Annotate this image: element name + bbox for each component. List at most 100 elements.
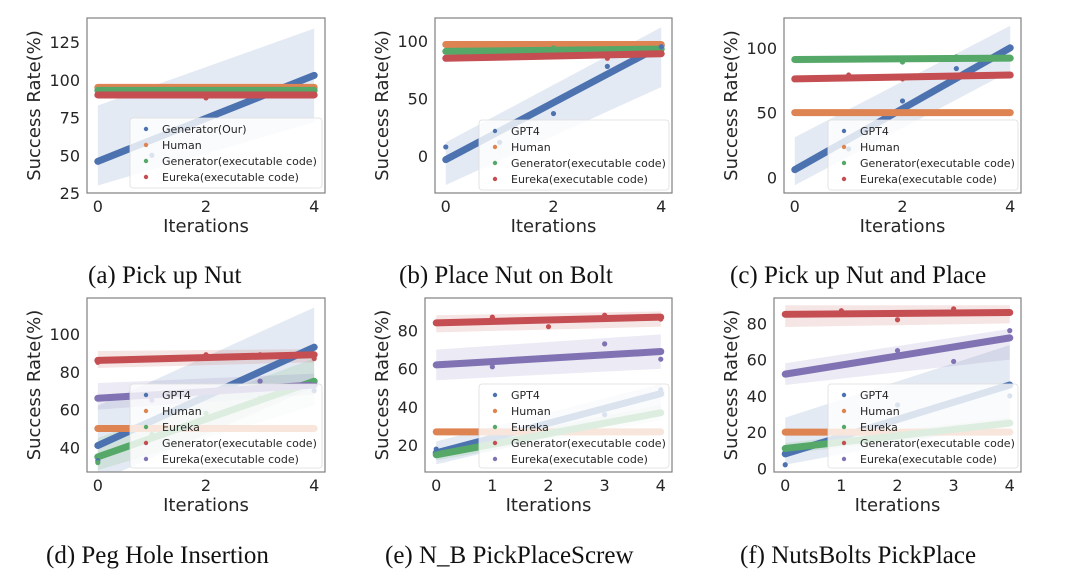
plot-frame (86, 17, 326, 194)
legend-label: Generator(Our) (162, 123, 247, 136)
legend-marker (841, 160, 847, 166)
legend-marker (841, 176, 847, 182)
legend-box (478, 383, 670, 469)
subplot-a: 0 2 4 25 50 75 100 125 Iterations Success Rate(%)… (0, 0, 355, 250)
x-tick-label: 4 (309, 476, 319, 495)
x-tick-label: 0 (431, 476, 441, 495)
legend-marker (143, 158, 149, 164)
y-tick-label: 60 (60, 401, 80, 420)
legend-label: GPT4 (511, 125, 540, 138)
legend-marker (143, 142, 149, 148)
caption-a: (a) Pick up Nut (88, 262, 242, 289)
legend-marker (841, 440, 847, 446)
data-point (443, 144, 449, 150)
legend-marker (492, 144, 498, 150)
legend-label: Eureka(executable code) (162, 171, 299, 184)
plot-frame (773, 297, 1022, 473)
data-point (95, 459, 101, 466)
x-tick-label: 2 (201, 476, 211, 495)
legend-label: GPT4 (511, 389, 540, 402)
fit-line-generator-executable-code- (94, 351, 318, 364)
fit-line-eureka-executable-code- (781, 334, 1014, 378)
fit-line-generator-executable-code- (432, 313, 665, 327)
data-point (604, 63, 610, 69)
legend-box (129, 383, 323, 469)
data-point (550, 110, 557, 117)
legend-marker (492, 408, 498, 414)
legend: Generator(Our) Human Generator(executable … (129, 117, 323, 189)
y-tick-label: 20 (747, 423, 767, 442)
y-tick-label: 40 (60, 438, 80, 457)
caption-c: (c) Pick up Nut and Place (730, 262, 987, 289)
legend-label: Generator(executable code) (860, 437, 1015, 450)
x-tick-label: 2 (548, 197, 558, 216)
y-tick-label: 80 (398, 322, 418, 341)
legend-marker (492, 392, 498, 398)
legend-marker (492, 424, 498, 430)
legend-marker (492, 176, 498, 182)
legend-label: Eureka(executable code) (860, 173, 997, 186)
y-tick-label: 100 (49, 325, 80, 344)
legend-marker (143, 408, 149, 414)
data-point (604, 55, 610, 61)
data-point (311, 378, 317, 384)
legend: GPT4 Human Eureka Generator(executable code… (129, 383, 323, 469)
y-tick-label: 100 (49, 71, 80, 90)
legend-label: Eureka(executable code) (162, 453, 299, 466)
legend-label: Generator(executable code) (511, 157, 666, 170)
y-tick-label: 75 (60, 109, 80, 128)
legend-label: Eureka (860, 421, 898, 434)
legend-label: Generator(executable code) (511, 437, 666, 450)
x-tick-label: 2 (892, 476, 902, 495)
legend-label: Human (511, 405, 551, 418)
legend: GPT4 Human Generator(executable code) Eurek… (478, 119, 670, 191)
x-tick-label: 4 (1005, 197, 1015, 216)
data-point (602, 341, 608, 347)
legend-label: Generator(executable code) (860, 157, 1015, 170)
x-tick-label: 1 (487, 476, 497, 495)
caption-e: (e) N_B PickPlaceScrew (385, 542, 634, 569)
legend-marker (841, 144, 847, 150)
caption-f: (f) NutsBolts PickPlace (740, 542, 977, 569)
y-tick-label: 60 (747, 351, 767, 370)
legend-label: Eureka(executable code) (511, 453, 648, 466)
x-axis-label: Iterations (511, 216, 597, 237)
y-tick-label: 100 (397, 32, 428, 51)
y-tick-label: 50 (60, 146, 80, 165)
data-point (658, 356, 664, 362)
legend-marker (841, 128, 847, 134)
legend-marker (143, 440, 149, 446)
plot-frame (86, 297, 326, 473)
x-tick-label: 3 (949, 476, 959, 495)
data-point (311, 355, 317, 362)
caption-d: (d) Peg Hole Insertion (46, 542, 269, 569)
subplot-b: 0 2 4 0 50 100 Iterations Success Rate(%) GPT4 Hu… (0, 0, 1065, 250)
y-axis-label: Success Rate(%) (372, 310, 393, 461)
chart-b: 0 2 4 0 50 100 Iterations Success Rate(%) GPT4 Hu… (372, 17, 673, 237)
x-tick-label: 4 (656, 197, 666, 216)
data-point (846, 72, 852, 78)
data-point (838, 308, 844, 314)
legend-label: Eureka(executable code) (511, 173, 648, 186)
data-point (257, 378, 263, 384)
data-point (899, 76, 906, 82)
data-point (545, 324, 552, 330)
x-tick-label: 0 (790, 197, 800, 216)
data-point (782, 462, 788, 468)
legend-label: GPT4 (860, 389, 889, 402)
fit-line-generator-executable-code- (781, 309, 1014, 318)
plot-frame (424, 297, 673, 473)
x-tick-label: 0 (93, 476, 103, 495)
y-tick-label: 40 (398, 398, 418, 417)
x-axis-label: Iterations (860, 216, 946, 237)
legend-marker (841, 408, 847, 414)
data-point (203, 95, 209, 101)
legend-marker (143, 174, 149, 180)
caption-b: (b) Place Nut on Bolt (399, 262, 613, 289)
x-tick-label: 2 (543, 476, 553, 495)
legend: GPT4 Human Eureka Generator(executable code… (827, 383, 1019, 469)
